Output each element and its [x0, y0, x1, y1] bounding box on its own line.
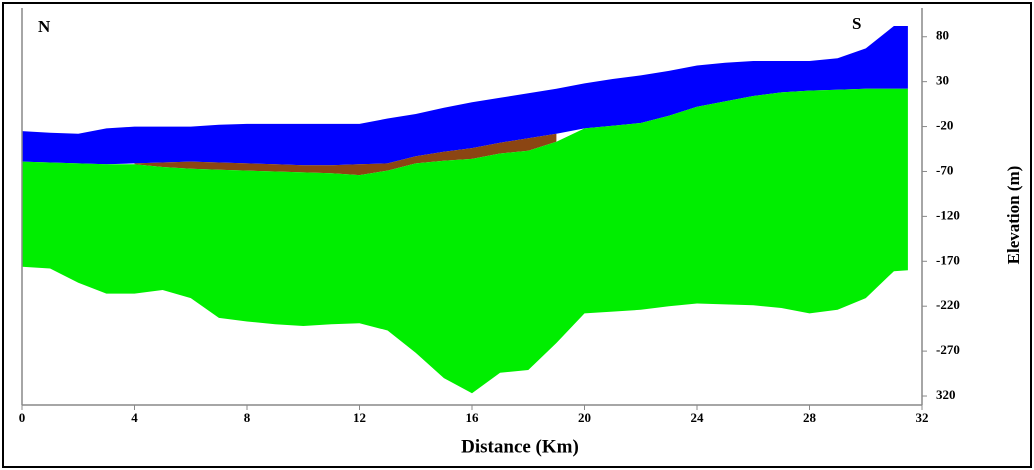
y-tick-label: 320 [936, 387, 956, 402]
x-axis-title: Distance (Km) [461, 436, 579, 457]
x-tick-label: 4 [131, 410, 138, 425]
layer-area [134, 133, 557, 176]
x-tick-label: 28 [803, 410, 817, 425]
x-tick-label: 0 [19, 410, 26, 425]
x-tick-label: 12 [353, 410, 366, 425]
y-tick-label: -120 [936, 207, 960, 222]
y-tick-label: -20 [936, 118, 953, 133]
x-tick-label: 8 [244, 410, 251, 425]
plot-area [22, 26, 908, 394]
x-tick-label: 32 [916, 410, 929, 425]
annotation: N [38, 17, 51, 36]
y-tick-label: 30 [936, 73, 949, 88]
y-axis-title: Elevation (m) [1004, 166, 1023, 265]
y-tick-label: -270 [936, 342, 960, 357]
annotation: S [852, 14, 861, 33]
x-tick-label: 20 [578, 410, 591, 425]
layer-area [22, 26, 908, 166]
y-tick-label: -220 [936, 297, 960, 312]
layer-area [22, 88, 908, 394]
x-tick-label: 16 [466, 410, 480, 425]
y-tick-label: -70 [936, 162, 953, 177]
y-tick-label: 80 [936, 28, 949, 43]
y-tick-label: -170 [936, 252, 960, 267]
x-tick-label: 24 [691, 410, 705, 425]
